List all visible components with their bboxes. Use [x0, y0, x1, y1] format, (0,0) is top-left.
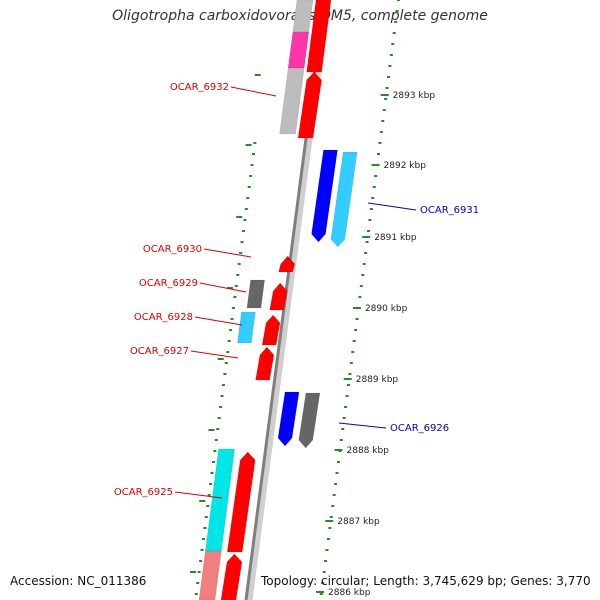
scale-label: 2886 kbp [328, 588, 371, 598]
label-leader [203, 248, 252, 258]
gene-block [298, 392, 321, 449]
label-leader [230, 86, 277, 97]
label-leader [194, 316, 243, 326]
gene-block [255, 346, 275, 381]
gene-label: OCAR_6929 [139, 278, 198, 289]
gene-block [279, 67, 305, 135]
gene-block [220, 553, 243, 600]
gene-block [278, 255, 295, 273]
gene-block [261, 314, 281, 346]
accession-label: Accession: NC_011386 [10, 574, 147, 588]
gene-block [297, 71, 322, 139]
label-leader [199, 282, 247, 293]
scale-label: 2889 kbp [356, 375, 399, 385]
gene-label: OCAR_6925 [114, 487, 173, 498]
gene-block [246, 279, 265, 309]
gene-label: OCAR_6926 [390, 423, 449, 434]
label-leader [338, 422, 387, 429]
gene-label: OCAR_6931 [420, 205, 479, 216]
gene-label: OCAR_6928 [134, 312, 193, 323]
scale-label: 2892 kbp [384, 161, 427, 171]
gene-block [311, 149, 338, 243]
gene-block [277, 391, 300, 447]
gene-block [330, 151, 358, 248]
gene-block [237, 311, 256, 344]
scale-label: 2890 kbp [365, 304, 408, 314]
gene-block [287, 31, 310, 69]
label-leader [174, 491, 223, 499]
gene-block [269, 282, 288, 311]
gene-block [198, 550, 222, 600]
gene-block [292, 0, 314, 33]
scale-label: 2893 kbp [393, 91, 436, 101]
genome-summary: Topology: circular; Length: 3,745,629 bp… [261, 574, 591, 588]
label-leader [190, 350, 239, 359]
gene-label: OCAR_6930 [143, 244, 202, 255]
scale-label: 2887 kbp [337, 517, 380, 527]
gene-label: OCAR_6927 [130, 346, 189, 357]
label-leader [367, 202, 417, 211]
gene-block [226, 451, 256, 553]
gene-block [306, 0, 332, 73]
scale-label: 2891 kbp [374, 233, 417, 243]
gene-label: OCAR_6932 [170, 82, 229, 93]
scale-label: 2888 kbp [347, 446, 390, 456]
